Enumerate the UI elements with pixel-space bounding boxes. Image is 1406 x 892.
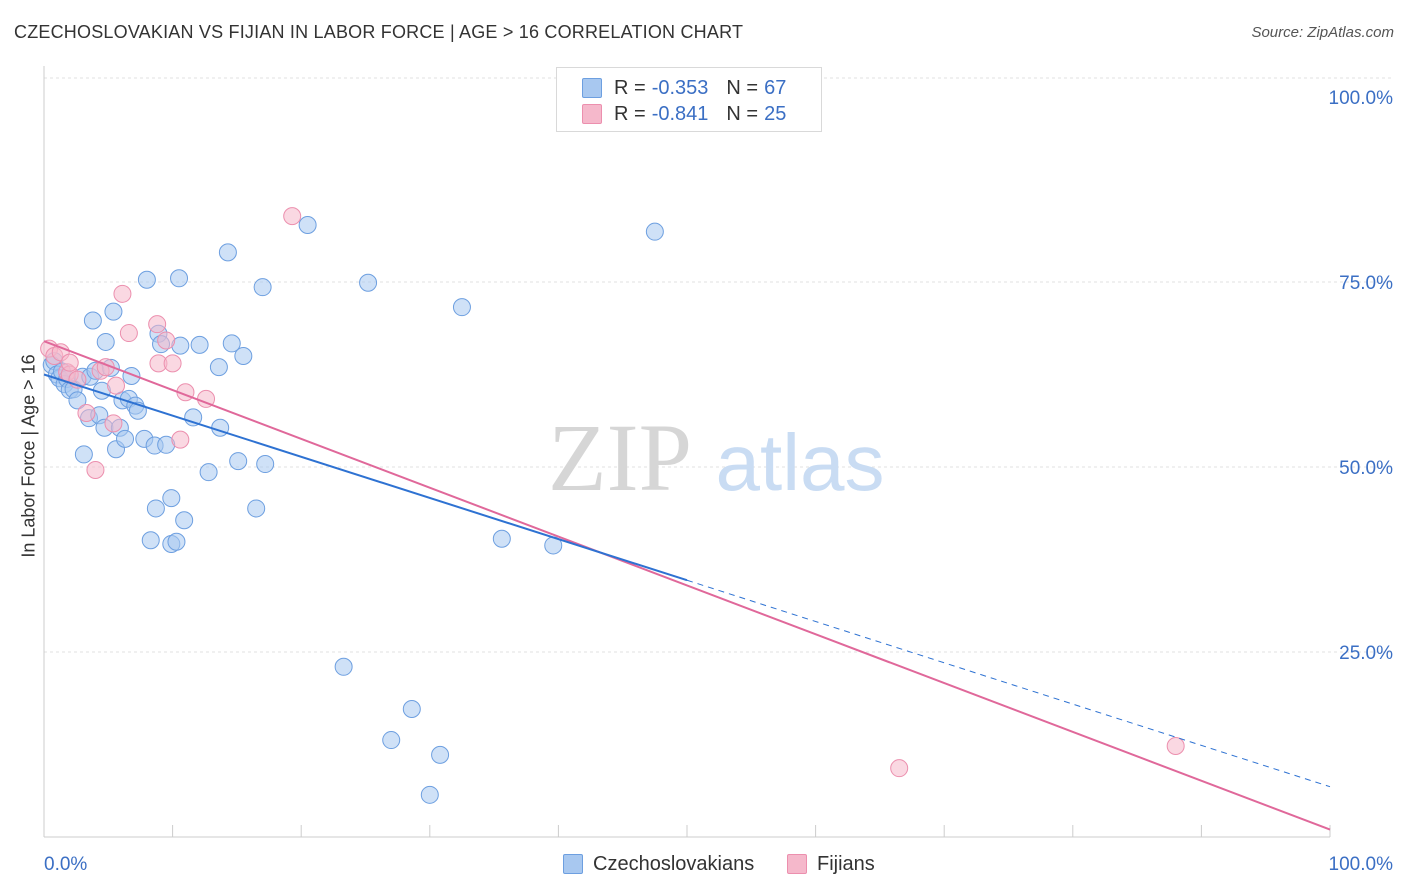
- legend-n-value: 25: [764, 102, 787, 125]
- data-point: [146, 499, 165, 518]
- data-point: [119, 324, 138, 343]
- y-axis-label: In Labor Force | Age > 16: [18, 354, 39, 558]
- data-point: [83, 311, 102, 330]
- data-point: [170, 269, 189, 288]
- data-point: [137, 270, 156, 289]
- legend-swatch-czechoslovakians: [582, 78, 602, 98]
- bottom-legend-swatch-fijians: [787, 854, 807, 874]
- data-point: [209, 358, 228, 377]
- data-point: [104, 302, 123, 321]
- data-point: [175, 511, 194, 530]
- legend-n-label: N =: [726, 102, 759, 125]
- legend-r-value: -0.353: [651, 76, 709, 99]
- legend-r-label: R =: [614, 76, 646, 99]
- data-point: [68, 391, 87, 410]
- x-tick-label-left: 0.0%: [44, 854, 87, 875]
- legend-r-value: -0.841: [651, 102, 709, 125]
- axes: [43, 66, 1331, 838]
- x-tick-label-right: 100.0%: [1329, 854, 1394, 875]
- trend-lines: [43, 340, 1331, 831]
- data-point: [431, 745, 450, 764]
- y-tick-label: 25.0%: [1339, 643, 1393, 664]
- y-tick-label: 50.0%: [1339, 458, 1393, 479]
- data-point: [190, 335, 209, 354]
- data-point: [167, 532, 186, 551]
- watermark: ZIP atlas: [548, 404, 884, 511]
- data-point: [171, 430, 190, 449]
- data-point: [116, 429, 135, 448]
- data-point: [218, 243, 237, 262]
- legend-row-fijians: R = -0.841 N = 25: [582, 102, 786, 126]
- legend-r-label: R =: [614, 102, 646, 125]
- data-points: [40, 207, 1185, 804]
- watermark-atlas: atlas: [716, 418, 885, 507]
- data-point: [247, 499, 266, 518]
- legend-swatch-fijians: [582, 104, 602, 124]
- chart-title: CZECHOSLOVAKIAN VS FIJIAN IN LABOR FORCE…: [14, 22, 744, 42]
- data-point: [645, 222, 664, 241]
- legend-n-value: 67: [764, 76, 787, 99]
- data-point: [162, 489, 181, 508]
- trend-line-czechoslovakians-extension: [686, 579, 1331, 788]
- data-point: [492, 529, 511, 548]
- data-point: [234, 347, 253, 365]
- legend-n-label: N =: [726, 76, 759, 99]
- data-point: [452, 298, 471, 317]
- data-point: [890, 759, 909, 778]
- data-point: [148, 315, 167, 334]
- bottom-legend-label: Czechoslovakians: [593, 852, 755, 875]
- tick-labels: 100.0% 75.0% 50.0% 25.0% 0.0% 100.0%: [44, 88, 1393, 875]
- data-point: [402, 699, 421, 718]
- data-point: [382, 731, 401, 750]
- data-point: [77, 403, 96, 422]
- data-point: [334, 657, 353, 676]
- data-point: [74, 445, 93, 464]
- data-point: [1166, 736, 1185, 755]
- bottom-legend-czechoslovakians: Czechoslovakians: [563, 852, 754, 876]
- data-point: [222, 334, 241, 353]
- data-point: [298, 216, 317, 235]
- trend-line-czechoslovakians: [43, 373, 688, 582]
- source-credit: Source: ZipAtlas.com: [1251, 24, 1394, 41]
- legend-row-czechoslovakians: R = -0.353 N = 67: [582, 76, 786, 100]
- stats-legend: R = -0.353 N = 67 R = -0.841 N = 25: [556, 67, 822, 132]
- grid-lines: [44, 77, 1392, 653]
- data-point: [256, 455, 275, 474]
- data-point: [199, 463, 218, 482]
- data-point: [253, 278, 272, 297]
- y-tick-label: 75.0%: [1339, 273, 1393, 294]
- data-point: [86, 460, 105, 479]
- data-point: [141, 531, 160, 550]
- data-point: [420, 785, 439, 804]
- data-point: [113, 284, 132, 303]
- data-point: [359, 273, 378, 292]
- y-tick-label: 100.0%: [1329, 88, 1394, 109]
- data-point: [157, 331, 176, 350]
- trend-line-fijians: [43, 340, 1331, 831]
- data-point: [229, 452, 248, 471]
- bottom-legend-swatch-czechoslovakians: [563, 854, 583, 874]
- data-point: [163, 354, 182, 373]
- bottom-legend-fijians: Fijians: [787, 852, 875, 876]
- data-point: [96, 332, 115, 351]
- bottom-legend-label: Fijians: [817, 852, 875, 875]
- data-point: [104, 414, 123, 433]
- data-point: [283, 207, 302, 226]
- series-fijians: [40, 207, 1185, 778]
- data-point: [60, 353, 79, 372]
- watermark-zip: ZIP: [548, 404, 692, 511]
- data-point: [107, 376, 126, 395]
